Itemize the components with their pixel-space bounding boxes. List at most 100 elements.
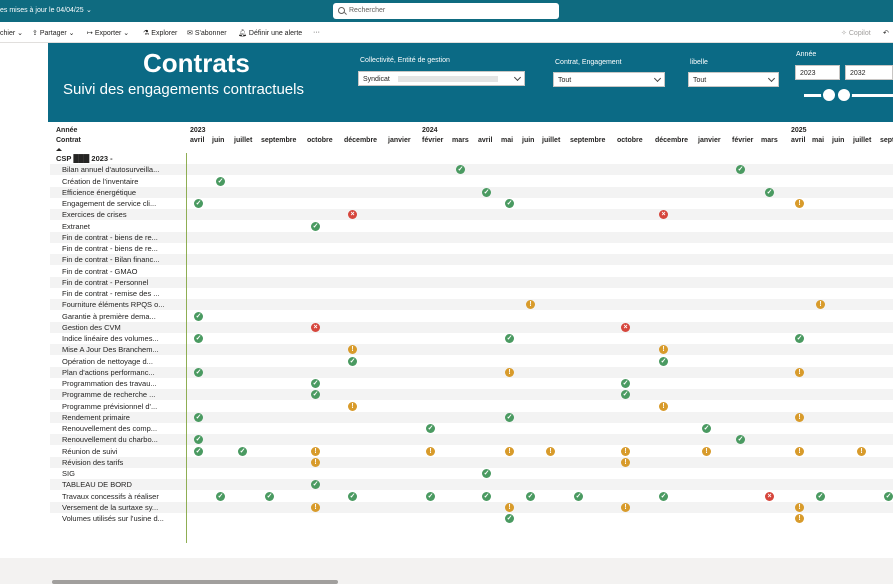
- status-ok-icon[interactable]: ✓: [505, 199, 514, 208]
- status-ok-icon[interactable]: ✓: [574, 491, 583, 501]
- status-warning-icon[interactable]: !: [621, 457, 630, 467]
- status-ok-icon[interactable]: ✓: [659, 356, 668, 366]
- table-row[interactable]: Extranet ✓: [50, 221, 893, 232]
- table-row[interactable]: Gestion des CVM × ×: [50, 321, 893, 333]
- status-error-icon[interactable]: ×: [311, 322, 320, 332]
- annee-to-input[interactable]: 2032: [845, 65, 893, 80]
- status-ok-icon[interactable]: ✓: [659, 491, 668, 501]
- table-row[interactable]: Opération de nettoyage d... ✓ ✓: [50, 356, 893, 367]
- month-header[interactable]: juin: [522, 137, 535, 144]
- contrat-dropdown[interactable]: Tout: [553, 72, 665, 87]
- sort-ascending-icon[interactable]: [56, 148, 62, 151]
- table-row[interactable]: Renouvellement des comp... ✓ ✓: [50, 423, 893, 434]
- status-ok-icon[interactable]: ✓: [194, 311, 203, 321]
- status-warning-icon[interactable]: !: [795, 367, 804, 377]
- status-ok-icon[interactable]: ✓: [194, 446, 203, 456]
- month-header[interactable]: février: [422, 137, 444, 144]
- month-header[interactable]: juin: [832, 137, 845, 144]
- status-ok-icon[interactable]: ✓: [311, 390, 320, 400]
- status-warning-icon[interactable]: !: [795, 412, 804, 422]
- table-row[interactable]: Engagement de service cli... ✓ ✓!: [50, 198, 893, 209]
- status-ok-icon[interactable]: ✓: [194, 412, 203, 422]
- status-ok-icon[interactable]: ✓: [482, 491, 491, 501]
- status-ok-icon[interactable]: ✓: [482, 469, 491, 478]
- file-menu[interactable]: chier ⌄: [0, 30, 23, 37]
- year-header[interactable]: 2023: [190, 127, 206, 134]
- status-ok-icon[interactable]: ✓: [348, 356, 357, 366]
- reset-icon[interactable]: ↶: [883, 30, 889, 37]
- status-ok-icon[interactable]: ✓: [482, 187, 491, 197]
- status-ok-icon[interactable]: ✓: [702, 424, 711, 433]
- table-row[interactable]: Programme prévisionnel d'...!!: [50, 401, 893, 412]
- year-slider-thumb-end[interactable]: [836, 87, 852, 103]
- month-header[interactable]: mai: [812, 137, 825, 144]
- status-warning-icon[interactable]: !: [505, 367, 514, 377]
- month-header[interactable]: mars: [452, 137, 469, 144]
- status-ok-icon[interactable]: ✓: [505, 412, 514, 422]
- status-warning-icon[interactable]: !: [426, 446, 435, 456]
- table-row[interactable]: Fin de contrat - biens de re...: [50, 243, 893, 254]
- status-ok-icon[interactable]: ✓: [194, 435, 203, 445]
- status-ok-icon[interactable]: ✓: [238, 446, 247, 456]
- status-ok-icon[interactable]: ✓: [194, 199, 203, 208]
- table-row[interactable]: Travaux concessifs à réaliser ✓ ✓ ✓ ✓ ✓ ✓ ✓ ✓ × ✓ ✓: [50, 491, 893, 502]
- collectivite-dropdown[interactable]: Syndicat: [358, 71, 525, 86]
- table-row[interactable]: Garantie à première dema... ✓: [50, 311, 893, 322]
- status-ok-icon[interactable]: ✓: [216, 176, 225, 186]
- status-ok-icon[interactable]: ✓: [795, 334, 804, 343]
- month-header[interactable]: septembre: [570, 137, 606, 144]
- status-warning-icon[interactable]: !: [857, 446, 866, 456]
- status-ok-icon[interactable]: ✓: [311, 480, 320, 490]
- status-ok-icon[interactable]: ✓: [348, 491, 357, 501]
- table-row[interactable]: SIG ✓: [50, 468, 893, 479]
- status-ok-icon[interactable]: ✓: [621, 379, 630, 388]
- table-row[interactable]: Fin de contrat - GMAO: [50, 266, 893, 277]
- subscribe-button[interactable]: ✉ S'abonner: [187, 30, 227, 37]
- status-warning-icon[interactable]: !: [505, 502, 514, 512]
- status-error-icon[interactable]: ×: [659, 210, 668, 220]
- status-warning-icon[interactable]: !: [621, 446, 630, 456]
- status-ok-icon[interactable]: ✓: [426, 491, 435, 501]
- year-header[interactable]: 2025: [791, 127, 807, 134]
- more-options-button[interactable]: ···: [313, 29, 320, 36]
- month-header[interactable]: octobre: [307, 137, 333, 144]
- status-error-icon[interactable]: ×: [621, 322, 630, 332]
- status-warning-icon[interactable]: !: [505, 446, 514, 456]
- status-warning-icon[interactable]: !: [659, 401, 668, 411]
- month-header[interactable]: janvier: [388, 137, 411, 144]
- table-row[interactable]: Fin de contrat - remise des ...: [50, 288, 893, 299]
- table-row[interactable]: Fin de contrat - biens de re...: [50, 231, 893, 243]
- last-updated-text[interactable]: es mises à jour le 04/04/25: [0, 7, 84, 14]
- status-warning-icon[interactable]: !: [795, 502, 804, 512]
- month-header[interactable]: décembre: [655, 137, 689, 144]
- table-row[interactable]: Réunion de suivi ✓ ✓!!!!!!!!: [50, 446, 893, 457]
- status-ok-icon[interactable]: ✓: [456, 165, 465, 175]
- status-warning-icon[interactable]: !: [816, 300, 825, 310]
- status-warning-icon[interactable]: !: [659, 345, 668, 355]
- table-row[interactable]: Programme de recherche ... ✓ ✓: [50, 389, 893, 401]
- status-error-icon[interactable]: ×: [348, 210, 357, 220]
- month-header[interactable]: avril: [791, 137, 806, 144]
- month-header[interactable]: septembre: [261, 137, 297, 144]
- libelle-dropdown[interactable]: Tout: [688, 72, 779, 87]
- status-warning-icon[interactable]: !: [621, 502, 630, 512]
- status-ok-icon[interactable]: ✓: [311, 221, 320, 231]
- status-warning-icon[interactable]: !: [311, 446, 320, 456]
- status-ok-icon[interactable]: ✓: [505, 334, 514, 343]
- month-header[interactable]: juin: [212, 137, 225, 144]
- search-input[interactable]: Rechercher: [333, 3, 559, 19]
- month-header[interactable]: février: [732, 137, 754, 144]
- month-header[interactable]: mai: [501, 137, 514, 144]
- month-header[interactable]: juillet: [853, 137, 872, 144]
- explore-button[interactable]: ⚗ Explorer: [143, 30, 178, 37]
- table-row[interactable]: Volumes utilisés sur l'usine d... ✓!: [50, 513, 893, 524]
- month-header[interactable]: sept: [880, 137, 893, 144]
- status-warning-icon[interactable]: !: [526, 300, 535, 310]
- share-button[interactable]: ⇪ Partager ⌄: [32, 30, 75, 37]
- status-ok-icon[interactable]: ✓: [765, 187, 774, 197]
- status-warning-icon[interactable]: !: [702, 446, 711, 456]
- status-ok-icon[interactable]: ✓: [505, 514, 514, 523]
- status-warning-icon[interactable]: !: [795, 199, 804, 208]
- table-row[interactable]: Rendement primaire ✓ ✓!: [50, 411, 893, 423]
- status-error-icon[interactable]: ×: [765, 491, 774, 501]
